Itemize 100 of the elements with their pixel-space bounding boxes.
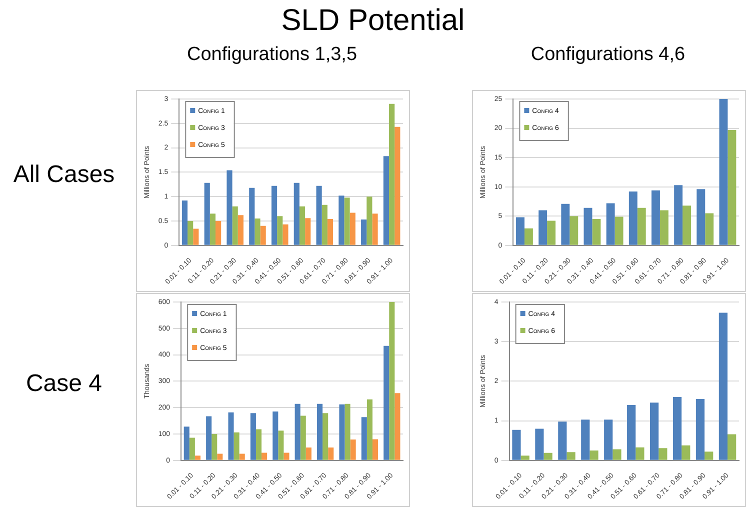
chart-title: SLD Potential	[280, 4, 466, 38]
bar	[394, 393, 400, 460]
bar	[561, 204, 570, 245]
bar	[262, 452, 268, 460]
bar	[614, 216, 624, 245]
bar	[217, 454, 223, 460]
bar	[210, 214, 216, 245]
bar	[535, 428, 544, 460]
bar	[232, 206, 238, 245]
bar	[636, 447, 644, 460]
bar	[558, 422, 567, 460]
bar	[239, 454, 245, 460]
bar	[194, 456, 200, 460]
bar	[651, 190, 660, 245]
bar	[682, 445, 690, 460]
bar	[538, 210, 548, 245]
bar	[361, 220, 367, 245]
bar	[658, 448, 668, 460]
bar	[282, 224, 288, 245]
chart-subtitle: Configurations 4,6	[530, 44, 686, 66]
bar	[216, 220, 222, 245]
bar	[516, 217, 524, 245]
bar	[193, 228, 199, 245]
bar	[366, 399, 372, 460]
bar	[372, 439, 378, 460]
bar	[604, 420, 613, 460]
bar	[637, 208, 646, 245]
bar	[674, 185, 683, 245]
bar	[212, 434, 218, 460]
bar	[294, 182, 300, 245]
bar	[206, 416, 212, 460]
bar	[718, 312, 728, 460]
bar	[389, 302, 395, 460]
bar	[584, 208, 592, 245]
bar	[696, 399, 705, 460]
bar	[366, 196, 372, 245]
bar	[547, 220, 556, 245]
bar	[249, 188, 255, 245]
bar	[350, 440, 356, 460]
text: Case 4	[24, 369, 104, 399]
chart-subtitle: Configurations 1,3,5	[186, 44, 358, 66]
bar	[682, 206, 692, 245]
bar	[384, 346, 390, 460]
bar	[672, 397, 682, 460]
bar	[344, 198, 350, 245]
bar	[299, 206, 306, 245]
bar	[705, 213, 714, 245]
text: All Cases	[12, 160, 116, 190]
bar	[650, 402, 659, 460]
bar	[294, 404, 300, 460]
bar	[389, 104, 395, 245]
bar	[238, 215, 244, 245]
bar	[204, 182, 210, 245]
bar	[322, 204, 328, 245]
bar	[719, 99, 728, 245]
bar	[544, 452, 552, 460]
bar	[316, 186, 322, 245]
bar	[606, 203, 615, 245]
bar	[383, 156, 390, 245]
bar	[256, 429, 262, 460]
bar	[704, 452, 714, 460]
bar	[628, 192, 638, 245]
bar	[627, 404, 636, 460]
bar	[271, 186, 278, 245]
bar	[188, 220, 194, 245]
bar	[339, 404, 345, 460]
bar	[300, 416, 306, 460]
bar	[512, 430, 521, 460]
bar	[272, 412, 278, 460]
bar	[322, 413, 328, 460]
bar	[338, 196, 344, 245]
bar	[228, 412, 234, 460]
bar	[350, 212, 356, 245]
bar	[182, 200, 188, 245]
bar	[612, 449, 622, 460]
bar	[306, 447, 312, 460]
bar	[592, 219, 601, 245]
bar	[234, 432, 240, 460]
bar	[372, 214, 378, 245]
bar	[328, 447, 334, 460]
bar	[226, 170, 232, 245]
bar	[260, 226, 266, 245]
bar	[189, 438, 195, 460]
bar	[728, 130, 736, 245]
bar	[317, 404, 323, 460]
bar	[344, 404, 350, 460]
bar	[250, 413, 256, 460]
bar	[278, 430, 284, 460]
bar	[590, 450, 598, 460]
bar	[284, 452, 290, 460]
bar	[728, 434, 736, 460]
bar	[524, 228, 533, 245]
bar	[327, 219, 334, 245]
bar	[696, 189, 706, 245]
bar	[660, 210, 668, 245]
bar	[581, 420, 590, 460]
bar	[394, 126, 400, 245]
bar	[305, 218, 311, 245]
bar	[277, 216, 283, 245]
bar	[361, 417, 367, 460]
